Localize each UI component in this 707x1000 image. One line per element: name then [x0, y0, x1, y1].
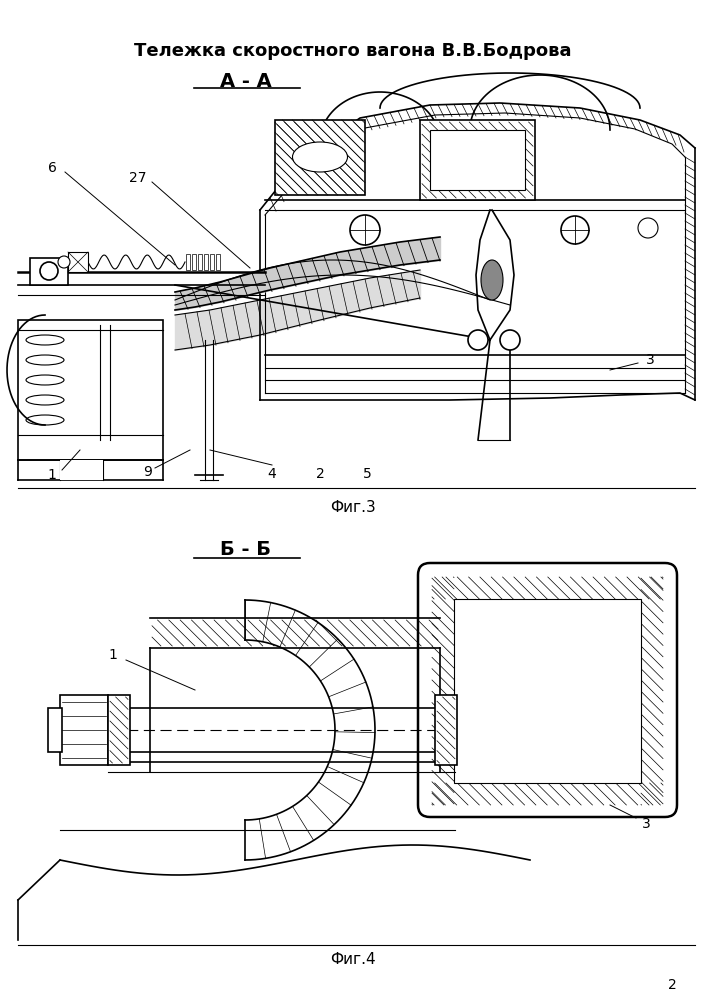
Bar: [275, 120, 365, 195]
Text: Фиг.3: Фиг.3: [330, 500, 376, 515]
Circle shape: [468, 330, 488, 350]
Text: Тележка скоростного вагона В.В.Бодрова: Тележка скоростного вагона В.В.Бодрова: [134, 42, 572, 60]
Bar: [18, 320, 163, 460]
Text: 4: 4: [268, 467, 276, 481]
Bar: [210, 254, 214, 270]
Text: 1: 1: [109, 648, 117, 662]
Bar: [435, 695, 457, 765]
Bar: [60, 460, 103, 480]
Text: 2: 2: [667, 978, 677, 992]
Ellipse shape: [481, 260, 503, 300]
Bar: [432, 577, 663, 599]
FancyBboxPatch shape: [418, 563, 677, 817]
Bar: [204, 254, 208, 270]
Text: 1: 1: [47, 468, 57, 482]
Bar: [110, 697, 128, 763]
Bar: [420, 120, 535, 200]
Text: А - А: А - А: [220, 72, 272, 91]
Bar: [60, 695, 108, 765]
Bar: [152, 620, 438, 646]
Bar: [422, 122, 533, 198]
Bar: [216, 254, 220, 270]
Text: 9: 9: [144, 465, 153, 479]
Bar: [454, 599, 641, 783]
Ellipse shape: [293, 142, 348, 172]
Bar: [198, 254, 202, 270]
Text: 2: 2: [315, 467, 325, 481]
Bar: [150, 618, 440, 648]
Bar: [430, 130, 525, 190]
Bar: [437, 697, 455, 763]
Text: 3: 3: [642, 817, 650, 831]
Bar: [192, 254, 196, 270]
Bar: [30, 258, 68, 285]
Bar: [68, 252, 88, 272]
Bar: [432, 577, 454, 805]
Text: Б - Б: Б - Б: [221, 540, 271, 559]
Text: 27: 27: [129, 171, 147, 185]
Bar: [432, 783, 663, 805]
Bar: [275, 120, 365, 195]
Bar: [108, 695, 130, 765]
Circle shape: [58, 256, 70, 268]
Text: 5: 5: [363, 467, 371, 481]
Bar: [48, 708, 62, 752]
Bar: [277, 122, 363, 193]
Bar: [186, 254, 190, 270]
Circle shape: [40, 262, 58, 280]
Text: 3: 3: [645, 353, 655, 367]
Circle shape: [500, 330, 520, 350]
Bar: [641, 577, 663, 805]
Text: Фиг.4: Фиг.4: [330, 952, 376, 967]
Bar: [432, 577, 663, 599]
Text: 6: 6: [47, 161, 57, 175]
